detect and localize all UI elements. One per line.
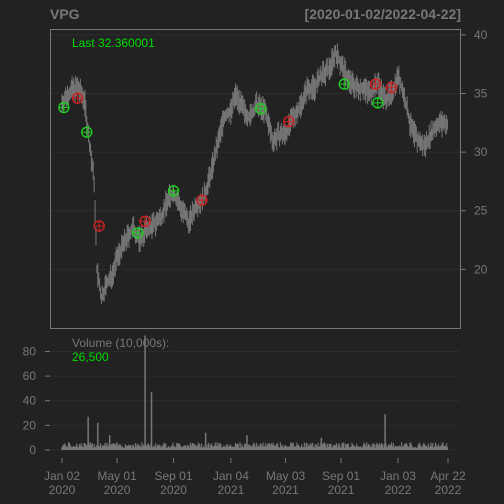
x-tick-year: 2021	[272, 483, 299, 497]
price-candles	[61, 43, 449, 304]
x-tick-month: May 01	[97, 469, 137, 483]
volume-tick-label: 0	[29, 443, 36, 457]
x-tick-year: 2020	[49, 483, 76, 497]
price-tick-label: 40	[474, 28, 488, 42]
trade-marker	[385, 81, 398, 94]
trade-marker	[372, 97, 384, 109]
trade-marker	[196, 194, 208, 206]
trade-marker	[58, 101, 70, 114]
volume-tick-label: 60	[23, 369, 37, 383]
x-tick-month: May 03	[266, 469, 306, 483]
x-tick-month: Jan 04	[213, 469, 249, 483]
volume-tick-label: 20	[23, 418, 37, 432]
x-tick-month: Jan 03	[380, 469, 416, 483]
symbol-title: VPG	[50, 6, 80, 22]
trade-marker	[369, 78, 382, 90]
price-axis: 20 25 30 35 40	[461, 28, 488, 276]
x-tick-month: Jan 02	[44, 469, 80, 483]
trade-marker	[71, 92, 84, 104]
price-panel: 20 25 30 35 40 Last 32.360001	[50, 28, 488, 329]
x-tick-year: 2021	[218, 483, 245, 497]
last-price-label: Last 32.360001	[72, 36, 155, 50]
price-tick-label: 25	[474, 204, 488, 218]
x-tick-year: 2022	[385, 483, 412, 497]
x-tick-year: 2022	[435, 483, 462, 497]
trade-marker	[132, 227, 144, 239]
x-tick-year: 2021	[328, 483, 355, 497]
price-tick-label: 20	[474, 262, 488, 276]
x-tick-year: 2020	[160, 483, 187, 497]
x-tick-month: Sep 01	[155, 469, 193, 483]
x-tick-year: 2020	[104, 483, 131, 497]
volume-tick-label: 80	[23, 344, 37, 358]
x-tick-month: Apr 22	[430, 469, 466, 483]
volume-bars	[61, 335, 449, 450]
x-tick-month: Sep 01	[322, 469, 360, 483]
date-range-title: [2020-01-02/2022-04-22]	[305, 6, 461, 22]
trade-marker	[167, 185, 180, 197]
trade-marker	[255, 103, 267, 115]
volume-axis: 0 20 40 60 80	[23, 344, 50, 457]
volume-tick-label: 40	[23, 394, 37, 408]
trade-marker	[81, 126, 93, 138]
price-tick-label: 30	[474, 145, 488, 159]
trade-markers	[58, 78, 398, 239]
trade-marker	[139, 215, 151, 227]
volume-label: Volume (10,000s):	[72, 336, 169, 350]
trade-marker	[283, 115, 295, 128]
volume-last-label: 26,500	[72, 350, 109, 364]
volume-panel: 0 20 40 60 80 Volume (10,000s): 26,500	[23, 328, 461, 457]
trade-marker	[93, 220, 105, 232]
price-tick-label: 35	[474, 86, 488, 100]
trade-marker	[338, 78, 350, 90]
